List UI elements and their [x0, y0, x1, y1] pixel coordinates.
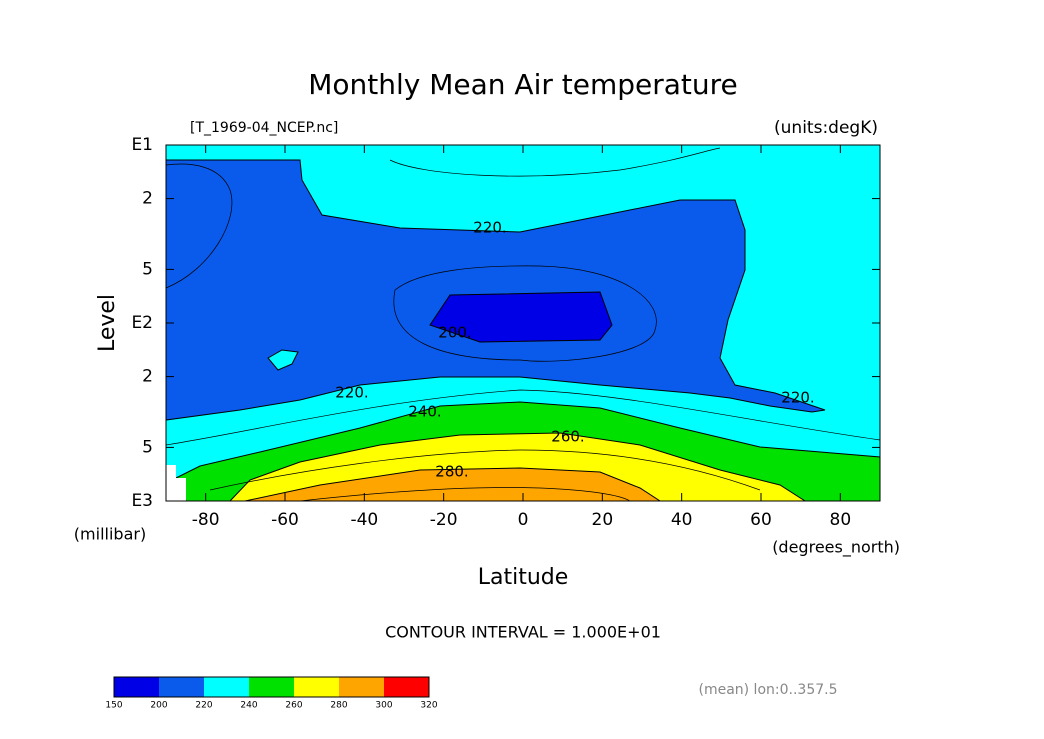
- colorbar-swatch: [339, 677, 384, 697]
- contour-band: [165, 159, 826, 421]
- colorbar-swatch: [294, 677, 339, 697]
- contour-line: [209, 449, 761, 491]
- contour-line: [299, 487, 631, 502]
- contour-label: 220.: [335, 384, 368, 402]
- x-tick-label: 0: [518, 510, 529, 530]
- colorbar-label: 280: [330, 701, 347, 711]
- y-tick-label: E3: [131, 491, 153, 511]
- contour-label: 220.: [473, 219, 506, 237]
- contour-line: [393, 265, 657, 362]
- x-tick-label: 20: [592, 510, 614, 530]
- contour-label: 280.: [435, 463, 468, 481]
- subtitle-right: (units:degK): [774, 118, 878, 138]
- contour-line: [389, 147, 721, 177]
- contour-line: [165, 389, 881, 446]
- x-tick-label: 60: [750, 510, 772, 530]
- y-tick-label: 2: [142, 189, 153, 209]
- colorbar-label: 300: [375, 701, 392, 711]
- colorbar-swatch: [159, 677, 204, 697]
- colorbar-label: 260: [285, 701, 302, 711]
- y-tick-label: 5: [142, 259, 153, 279]
- x-tick-label: -20: [430, 510, 458, 530]
- contour-line: [165, 163, 233, 289]
- y-tick-label: 2: [142, 367, 153, 387]
- contour-label: 220.: [781, 389, 814, 407]
- contour-band: [244, 467, 662, 502]
- contour-label: 240.: [408, 403, 441, 421]
- colorbar-label: 200: [150, 701, 167, 711]
- x-tick-label: -60: [271, 510, 299, 530]
- colorbar-label: 220: [195, 701, 212, 711]
- x-tick-label: 40: [671, 510, 693, 530]
- colorbar-label: 240: [240, 701, 257, 711]
- x-tick-label: -40: [350, 510, 378, 530]
- x-tick-label: 80: [830, 510, 852, 530]
- y-tick-label: 5: [142, 437, 153, 457]
- contour-band: [267, 349, 299, 371]
- footnote: (mean) lon:0..357.5: [698, 682, 837, 698]
- contour-band: [429, 291, 613, 343]
- missing-data: [166, 465, 186, 501]
- colorbar-swatch: [384, 677, 429, 697]
- colorbar-swatch: [114, 677, 159, 697]
- contour-note: CONTOUR INTERVAL = 1.000E+01: [385, 623, 661, 642]
- y-axis-label: Level: [95, 294, 120, 352]
- colorbar-swatch: [249, 677, 294, 697]
- x-axis-label: Latitude: [478, 565, 569, 590]
- y-tick-label: E1: [131, 135, 153, 155]
- colorbar-frame: [113, 676, 430, 698]
- colorbar-swatch: [204, 677, 249, 697]
- y-tick-label: E2: [131, 313, 153, 333]
- contour-label: 260.: [551, 428, 584, 446]
- colorbar-label: 150: [105, 701, 122, 711]
- contour-label: 200.: [438, 324, 471, 342]
- x-unit: (degrees_north): [772, 538, 900, 558]
- subtitle-left: [T_1969-04_NCEP.nc]: [190, 120, 338, 136]
- colorbar-label: 320: [420, 701, 437, 711]
- y-unit: (millibar): [74, 525, 146, 544]
- x-tick-label: -80: [192, 510, 220, 530]
- chart-title: Monthly Mean Air temperature: [308, 68, 738, 101]
